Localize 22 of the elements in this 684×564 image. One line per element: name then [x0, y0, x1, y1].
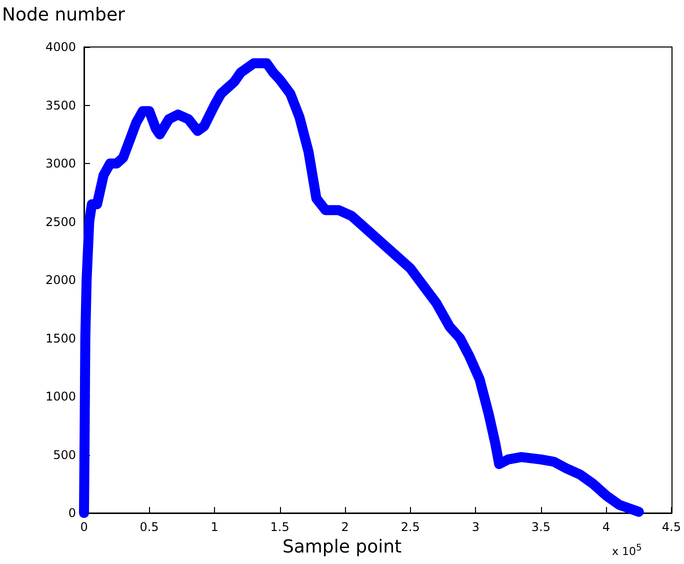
x-tick-label: 0.5: [140, 520, 159, 534]
x-axis-title: Sample point: [282, 536, 402, 558]
x-tick-label: 1: [210, 520, 218, 534]
x-tick-label: 4: [602, 520, 610, 534]
y-tick-label: 1000: [45, 390, 76, 404]
y-tick-label: 1500: [45, 331, 76, 346]
y-tick-label: 500: [53, 448, 76, 462]
x-tick-label: 2: [341, 520, 349, 534]
x-tick-label: 0: [80, 520, 88, 534]
y-tick-label: 0: [68, 506, 76, 520]
y-tick-label: 4000: [45, 40, 76, 54]
x-tick-label: 3: [472, 520, 480, 534]
y-axis-title: Node number: [2, 4, 126, 26]
text: x 10$^{5}$: [612, 542, 642, 558]
x-tick-label: 1.5: [270, 520, 290, 534]
x-tick-label: 4.5: [662, 520, 682, 534]
y-tick-label: 2500: [45, 214, 76, 229]
y-tick-label: 2000: [45, 273, 76, 287]
y-tick-label: 3000: [45, 156, 76, 170]
y-tick-label: 3500: [45, 98, 76, 112]
x-tick-label: 3.5: [531, 520, 550, 534]
x-tick-label: 2.5: [400, 520, 420, 534]
